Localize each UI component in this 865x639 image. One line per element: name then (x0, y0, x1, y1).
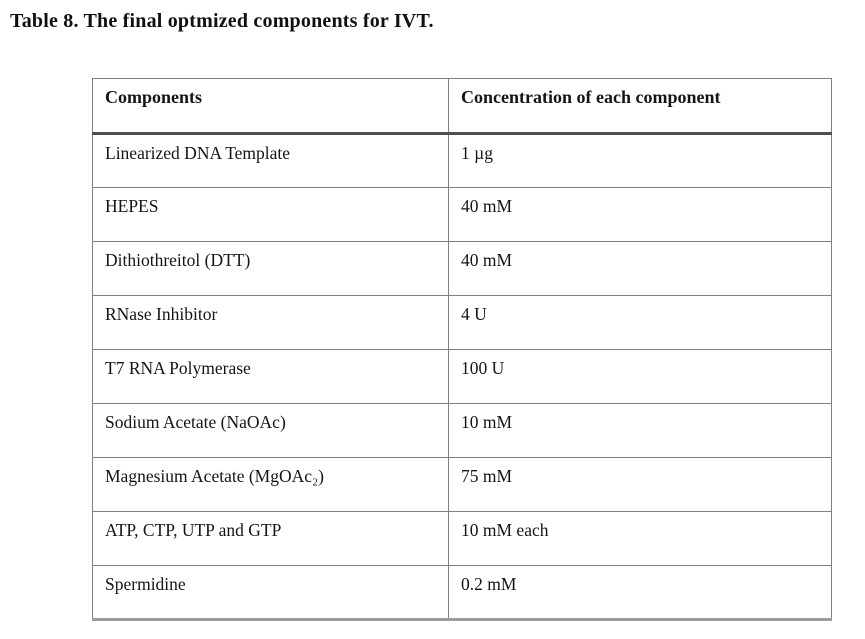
table-row: Spermidine 0.2 mM (92, 565, 832, 621)
table-row: Dithiothreitol (DTT) 40 mM (92, 241, 832, 296)
table-body: Linearized DNA Template 1 µg HEPES 40 mM Dit… (92, 133, 832, 621)
concentration-cell: 40 mM (448, 241, 832, 296)
table-row: ATP, CTP, UTP and GTP 10 mM each (92, 511, 832, 566)
column-header-concentration: Concentration of each component (448, 78, 832, 135)
component-cell: Sodium Acetate (NaOAc) (92, 403, 449, 458)
concentration-cell: 4 U (448, 295, 832, 350)
table-row: Magnesium Acetate (MgOAc₂) 75 mM (92, 457, 832, 512)
table-row: Sodium Acetate (NaOAc) 10 mM (92, 403, 832, 458)
component-cell: HEPES (92, 187, 449, 242)
table-row: Linearized DNA Template 1 µg (92, 133, 832, 188)
component-cell: RNase Inhibitor (92, 295, 449, 350)
table-caption: Table 8. The final optmized components f… (10, 10, 434, 32)
component-cell: Linearized DNA Template (92, 133, 449, 188)
concentration-cell: 0.2 mM (448, 565, 832, 621)
concentration-cell: 100 U (448, 349, 832, 404)
table-row: HEPES 40 mM (92, 187, 832, 242)
component-cell: Dithiothreitol (DTT) (92, 241, 449, 296)
table-row: T7 RNA Polymerase 100 U (92, 349, 832, 404)
component-cell: Magnesium Acetate (MgOAc₂) (92, 457, 449, 512)
column-header-components: Components (92, 78, 449, 135)
component-cell: Spermidine (92, 565, 449, 621)
concentration-cell: 10 mM (448, 403, 832, 458)
concentration-cell: 40 mM (448, 187, 832, 242)
table-header-row: Components Concentration of each compone… (92, 78, 832, 135)
ivt-components-table: Components Concentration of each compone… (92, 78, 832, 621)
table-row: RNase Inhibitor 4 U (92, 295, 832, 350)
component-cell: T7 RNA Polymerase (92, 349, 449, 404)
concentration-cell: 1 µg (448, 133, 832, 188)
concentration-cell: 75 mM (448, 457, 832, 512)
component-cell: ATP, CTP, UTP and GTP (92, 511, 449, 566)
concentration-cell: 10 mM each (448, 511, 832, 566)
